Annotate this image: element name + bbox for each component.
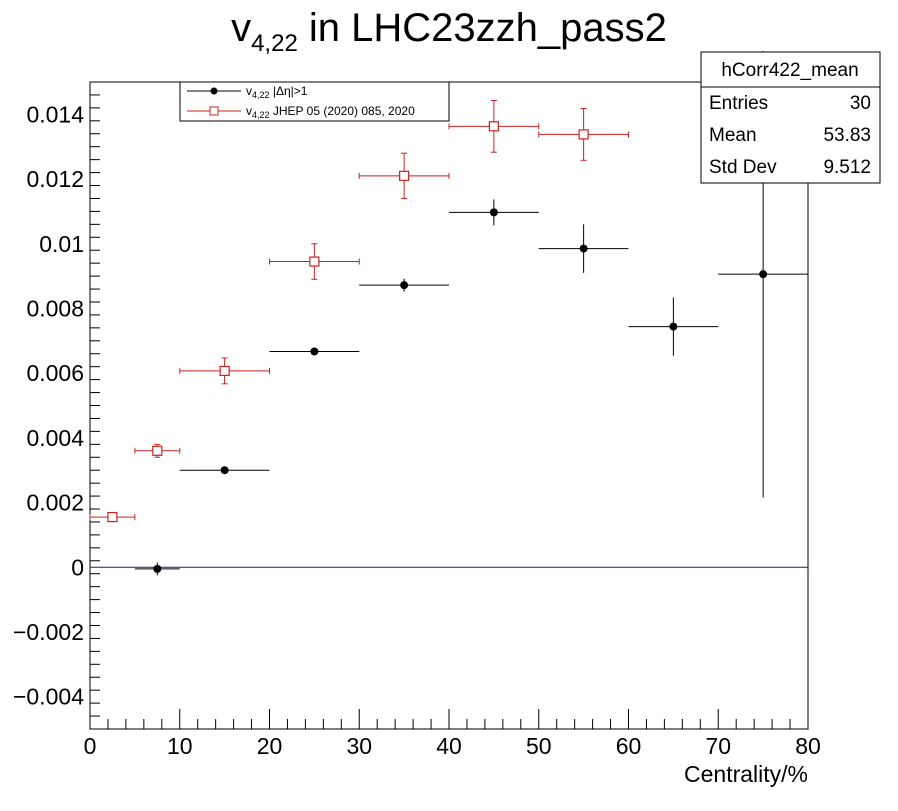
x-axis-tick-labels: 0 10 20 30 40 50 60 70 80: [84, 733, 821, 759]
marker-open-square: [309, 256, 320, 267]
y-tick-label: 0.002: [26, 490, 84, 516]
marker-open-square: [578, 129, 589, 140]
marker-open-square: [488, 121, 499, 132]
stats-stddev-value: 9.512: [823, 157, 871, 178]
x-tick-label: 20: [257, 733, 283, 759]
y-tick-label: 0.014: [26, 101, 84, 127]
x-tick-label: 50: [526, 733, 552, 759]
stats-mean-value: 53.83: [823, 125, 871, 146]
marker-filled-circle: [400, 281, 409, 290]
legend-label-1-symbol: v: [246, 104, 252, 118]
legend-label-0-subscript: 4,22: [252, 90, 270, 100]
data-point: [358, 152, 450, 199]
marker-open-square: [219, 365, 230, 376]
data-point: [89, 512, 136, 523]
x-tick-label: 30: [346, 733, 372, 759]
data-point: [628, 297, 719, 356]
legend-label-1-rest: JHEP 05 (2020) 085, 2020: [270, 104, 416, 118]
plot-frame: [89, 81, 809, 730]
x-tick-label: 40: [436, 733, 462, 759]
chart-title: v4,22 in LHC23zzh_pass2: [231, 6, 667, 57]
y-tick-label: −0.004: [13, 684, 84, 710]
y-tick-label: 0.012: [26, 166, 84, 192]
y-tick-label: 0.004: [26, 425, 84, 451]
legend-marker-1: [209, 106, 219, 116]
x-tick-label: 70: [705, 733, 731, 759]
data-point: [179, 466, 270, 475]
stats-box-frame: [700, 51, 881, 184]
stats-box-name: hCorr422_mean: [721, 60, 858, 81]
y-tick-label: 0: [71, 554, 84, 580]
y-axis-tick-labels: −0.004 −0.002 0 0.002 0.004 0.006 0.008 0.01 0.0…: [13, 101, 84, 709]
title-rest: in LHC23zzh_pass2: [298, 6, 667, 50]
marker-filled-circle: [153, 564, 162, 573]
x-axis-ticks: [89, 709, 809, 729]
stats-entries-value: 30: [850, 93, 871, 114]
marker-filled-circle: [669, 322, 678, 331]
legend-label-1-subscript: 4,22: [252, 110, 270, 120]
title-subscript: 4,22: [251, 30, 298, 57]
y-tick-label: 0.008: [26, 295, 84, 321]
y-tick-label: 0.01: [39, 231, 84, 257]
y-tick-label: −0.002: [13, 619, 84, 645]
data-point: [449, 199, 539, 226]
legend-label-1: v4,22 JHEP 05 (2020) 085, 2020: [246, 104, 415, 120]
data-series: [89, 50, 808, 576]
marker-open-square: [399, 170, 410, 181]
series-1: [89, 99, 629, 523]
data-point: [134, 562, 180, 576]
stats-stddev-label: Std Dev: [709, 157, 777, 178]
marker-filled-circle: [759, 270, 768, 279]
marker-open-square: [152, 445, 163, 456]
marker-filled-circle: [489, 208, 498, 217]
data-point: [269, 243, 360, 280]
data-point: [538, 108, 629, 161]
legend: v4,22 |Δη|>1 v4,22 JHEP 05 (2020) 085, 2…: [179, 81, 450, 122]
series-0: [134, 50, 808, 576]
x-axis-title: Centrality/%: [684, 761, 808, 787]
legend-box: [179, 81, 450, 122]
data-point: [448, 99, 540, 153]
data-point: [179, 357, 270, 385]
title-symbol: v: [231, 6, 251, 50]
x-tick-label: 10: [167, 733, 193, 759]
y-tick-label: 0.006: [26, 360, 84, 386]
legend-marker-0: [210, 87, 218, 95]
x-tick-label: 80: [795, 733, 821, 759]
data-point: [134, 443, 181, 458]
legend-label-0-rest: |Δη|>1: [270, 84, 308, 98]
x-tick-label: 60: [616, 733, 642, 759]
stats-box: hCorr422_mean Entries 30 Mean 53.83 Std …: [700, 51, 881, 184]
stats-entries-label: Entries: [709, 93, 768, 114]
data-point: [359, 278, 449, 292]
stats-mean-label: Mean: [709, 125, 757, 146]
marker-filled-circle: [220, 466, 229, 475]
legend-label-0: v4,22 |Δη|>1: [246, 84, 308, 100]
marker-filled-circle: [579, 244, 588, 253]
data-point: [538, 224, 629, 273]
marker-filled-circle: [310, 347, 319, 356]
y-axis-ticks: [90, 81, 100, 730]
legend-label-0-symbol: v: [246, 84, 252, 98]
marker-open-square: [107, 512, 118, 523]
data-point: [269, 347, 360, 356]
x-tick-label: 0: [84, 733, 97, 759]
